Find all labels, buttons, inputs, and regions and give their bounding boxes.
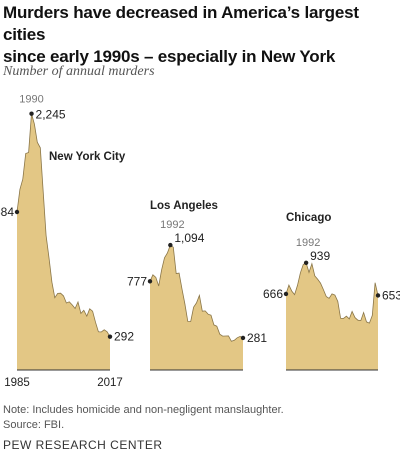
x-tick-label-start: 1985	[4, 377, 30, 389]
los-angeles-line	[149, 244, 244, 342]
brand-logo-text: PEW RESEARCH CENTER	[3, 438, 163, 452]
chart-title-line1: Murders have decreased in America’s larg…	[3, 3, 359, 44]
chicago-peak-dot	[303, 260, 309, 265]
chicago-series-name: Chicago	[286, 212, 331, 224]
chicago-peak-year: 1992	[296, 237, 320, 249]
x-tick-label-end: 2017	[97, 377, 123, 389]
los-angeles-end-label: 281	[247, 331, 267, 345]
los-angeles-start-dot	[147, 279, 153, 284]
chicago-start-dot	[283, 291, 289, 297]
chart-title: Murders have decreased in America’s larg…	[3, 2, 397, 68]
chicago-area	[286, 262, 378, 370]
new-york-city-series-name: New York City	[49, 151, 126, 163]
los-angeles-peak-dot	[168, 242, 173, 248]
chart-source: Source: FBI.	[3, 419, 65, 431]
new-york-city-start-label: 1,384	[0, 205, 14, 219]
chicago-end-dot	[375, 293, 381, 298]
chicago-end-label: 653	[382, 288, 400, 302]
chicago-line	[285, 262, 379, 324]
chart-subtitle: Number of annual murders	[3, 64, 155, 79]
new-york-city-peak-year: 1990	[19, 94, 43, 106]
los-angeles-peak-label: 1,094	[174, 231, 204, 245]
chart-title-line2: since early 1990s – especially in New Yo…	[3, 47, 336, 66]
chicago-start-label: 666	[263, 287, 283, 301]
los-angeles-end-dot	[240, 335, 246, 341]
new-york-city-end-label: 292	[114, 330, 134, 344]
new-york-city-peak-label: 2,245	[36, 108, 66, 122]
chicago-peak-label: 939	[310, 249, 330, 263]
los-angeles-series-name: Los Angeles	[150, 200, 218, 212]
new-york-city-end-dot	[107, 334, 113, 339]
new-york-city-area	[17, 113, 110, 370]
new-york-city-peak-dot	[29, 111, 34, 116]
new-york-city-start-dot	[14, 209, 20, 215]
chart-note: Note: Includes homicide and non-negligen…	[3, 404, 284, 416]
los-angeles-start-label: 777	[127, 274, 147, 288]
los-angeles-peak-year: 1992	[160, 219, 184, 231]
los-angeles-area	[150, 245, 243, 370]
new-york-city-line	[16, 113, 111, 337]
